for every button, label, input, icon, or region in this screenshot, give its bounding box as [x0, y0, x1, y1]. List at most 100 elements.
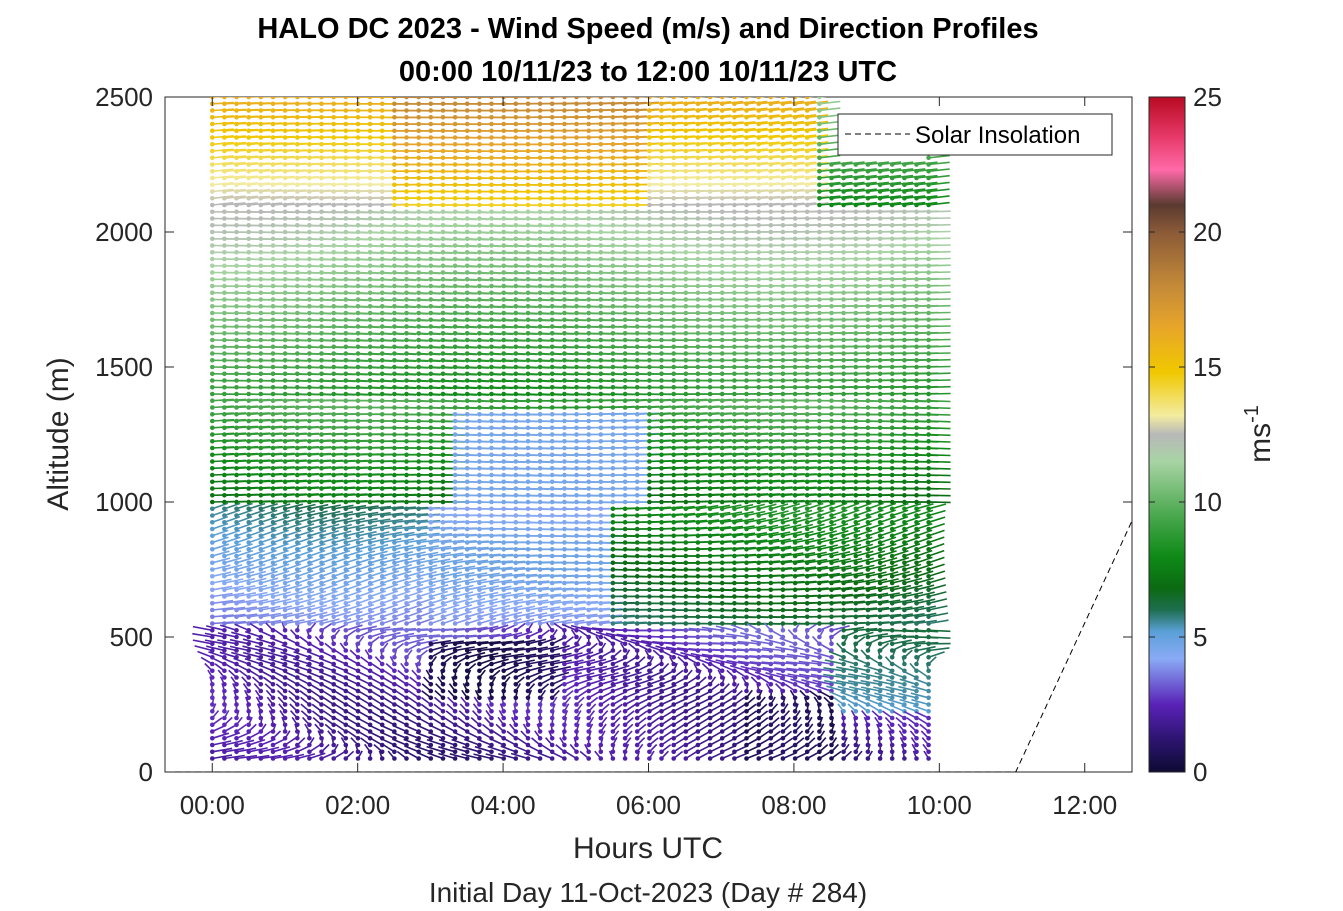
wind-barb-dot [404, 506, 409, 512]
wind-barb-dot [258, 216, 264, 221]
wind-barb-dot [464, 310, 470, 316]
wind-barb-dot [234, 486, 239, 491]
wind-barb [244, 630, 262, 638]
wind-barb-dot [392, 648, 397, 653]
wind-barb-dot [319, 412, 324, 417]
wind-barb [248, 739, 266, 746]
wind-barb-dot [379, 169, 385, 174]
wind-barb-dot [210, 506, 215, 512]
wind-barb-dot [428, 486, 434, 491]
wind-barb-dot [246, 277, 251, 282]
wind-barb-dot [379, 412, 385, 417]
wind-barb-dot [428, 162, 434, 167]
wind-barb-dot [210, 452, 215, 458]
wind-barb-dot [222, 196, 227, 201]
wind-barb-dot [282, 304, 288, 309]
wind-barb-dot [501, 337, 507, 343]
wind-barb [212, 557, 231, 564]
wind-barb-dot [355, 486, 361, 491]
wind-barb [382, 525, 403, 530]
wind-barb-dot [404, 385, 409, 390]
wind-barb-dot [428, 520, 434, 525]
wind-barb-dot [416, 702, 422, 707]
wind-barb-dot [270, 155, 276, 161]
wind-barb-dot [295, 256, 300, 262]
wind-barb-dot [319, 506, 324, 512]
wind-barb [212, 747, 233, 753]
wind-barb-dot [258, 270, 264, 275]
wind-barb-dot [404, 472, 409, 478]
wind-barb-dot [501, 688, 507, 694]
wind-barb [297, 583, 314, 591]
wind-barb-dot [489, 337, 494, 343]
wind-barb-dot [307, 418, 312, 424]
wind-barb-dot [331, 101, 337, 107]
wind-barb-dot [270, 587, 276, 593]
wind-barb-dot [428, 331, 434, 336]
wind-barb-dot [379, 236, 385, 242]
wind-barb-dot [246, 148, 251, 154]
wind-barb-dot [428, 601, 434, 606]
wind-barb-dot [246, 547, 251, 552]
wind-barb-dot [452, 256, 458, 262]
wind-barb-dot [452, 378, 458, 383]
wind-barb-dot [270, 358, 276, 363]
wind-barb-dot [464, 405, 470, 410]
wind-barb-dot [440, 115, 446, 120]
wind-barb-dot [222, 452, 227, 458]
wind-barb-dot [307, 121, 312, 127]
wind-barb [394, 632, 415, 638]
wind-barb [406, 532, 428, 537]
wind-barb-dot [295, 688, 300, 694]
wind-barb-dot [222, 202, 227, 208]
wind-barb [321, 563, 338, 571]
wind-barb-dot [477, 189, 482, 194]
wind-barb-dot [295, 236, 300, 242]
wind-barb-dot [270, 493, 276, 498]
wind-barb-dot [258, 337, 264, 343]
wind-barb [236, 550, 254, 557]
wind-barb-dot [392, 216, 397, 221]
wind-barb-dot [270, 520, 276, 525]
wind-barb-dot [477, 634, 482, 640]
wind-barb-dot [379, 614, 385, 620]
wind-barb [212, 564, 231, 571]
wind-barb-dot [477, 486, 482, 491]
wind-barb-dot [246, 594, 251, 599]
wind-barb-dot [367, 236, 373, 242]
wind-barb-dot [307, 432, 312, 437]
wind-barb-dot [392, 520, 397, 525]
wind-barb-dot [452, 661, 458, 667]
wind-barb-dot [355, 324, 361, 329]
wind-barb [297, 611, 316, 618]
wind-barb-dot [222, 533, 227, 539]
wind-barb-dot [246, 466, 251, 471]
wind-barb-dot [282, 628, 288, 633]
wind-barb-dot [452, 250, 458, 255]
wind-barb-dot [452, 324, 458, 329]
wind-barb-dot [477, 506, 482, 512]
wind-barb-dot [295, 493, 300, 498]
wind-barb [394, 583, 411, 591]
wind-barb [297, 523, 315, 530]
wind-barb-dot [416, 398, 422, 404]
wind-barb-dot [246, 358, 251, 363]
wind-barb-dot [428, 547, 434, 552]
wind-barb-dot [489, 121, 494, 127]
wind-barb-dot [222, 722, 227, 728]
wind-barb-dot [452, 304, 458, 309]
wind-barb-dot [246, 223, 251, 228]
wind-barb-dot [477, 412, 482, 417]
wind-barb [211, 656, 225, 665]
wind-barb-dot [307, 148, 312, 154]
wind-barb-dot [234, 594, 239, 599]
wind-barb-dot [258, 155, 264, 161]
wind-barb [248, 509, 265, 517]
wind-barb-dot [404, 601, 409, 606]
wind-barb-dot [258, 709, 264, 714]
wind-barb-dot [331, 277, 337, 282]
wind-barb-dot [404, 459, 409, 464]
wind-barb-dot [319, 310, 324, 316]
wind-barb-dot [404, 223, 409, 228]
wind-barb-dot [464, 661, 470, 667]
